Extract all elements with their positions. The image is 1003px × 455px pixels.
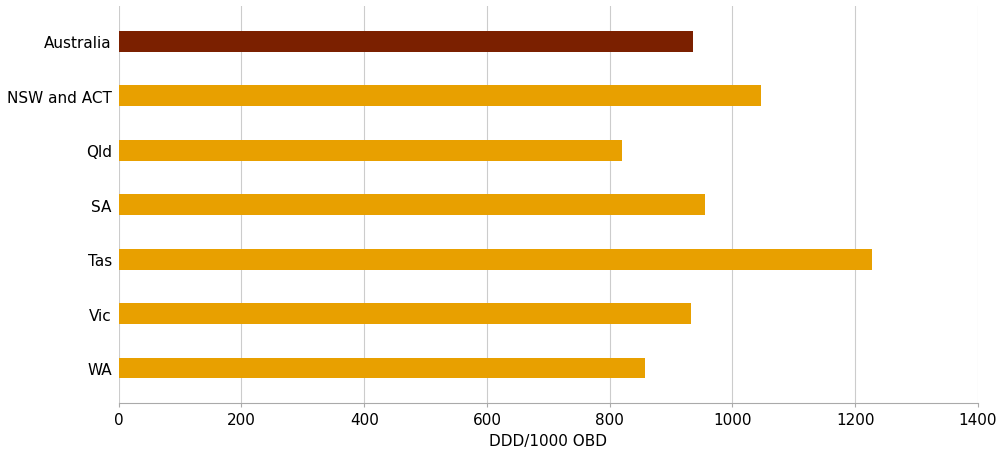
- Bar: [118, 195, 705, 216]
- Bar: [118, 141, 621, 161]
- X-axis label: DDD/1000 OBD: DDD/1000 OBD: [488, 433, 607, 448]
- Bar: [118, 303, 690, 324]
- Bar: [118, 86, 760, 107]
- Bar: [118, 358, 644, 379]
- Bar: [118, 32, 692, 53]
- Bar: [118, 249, 872, 270]
